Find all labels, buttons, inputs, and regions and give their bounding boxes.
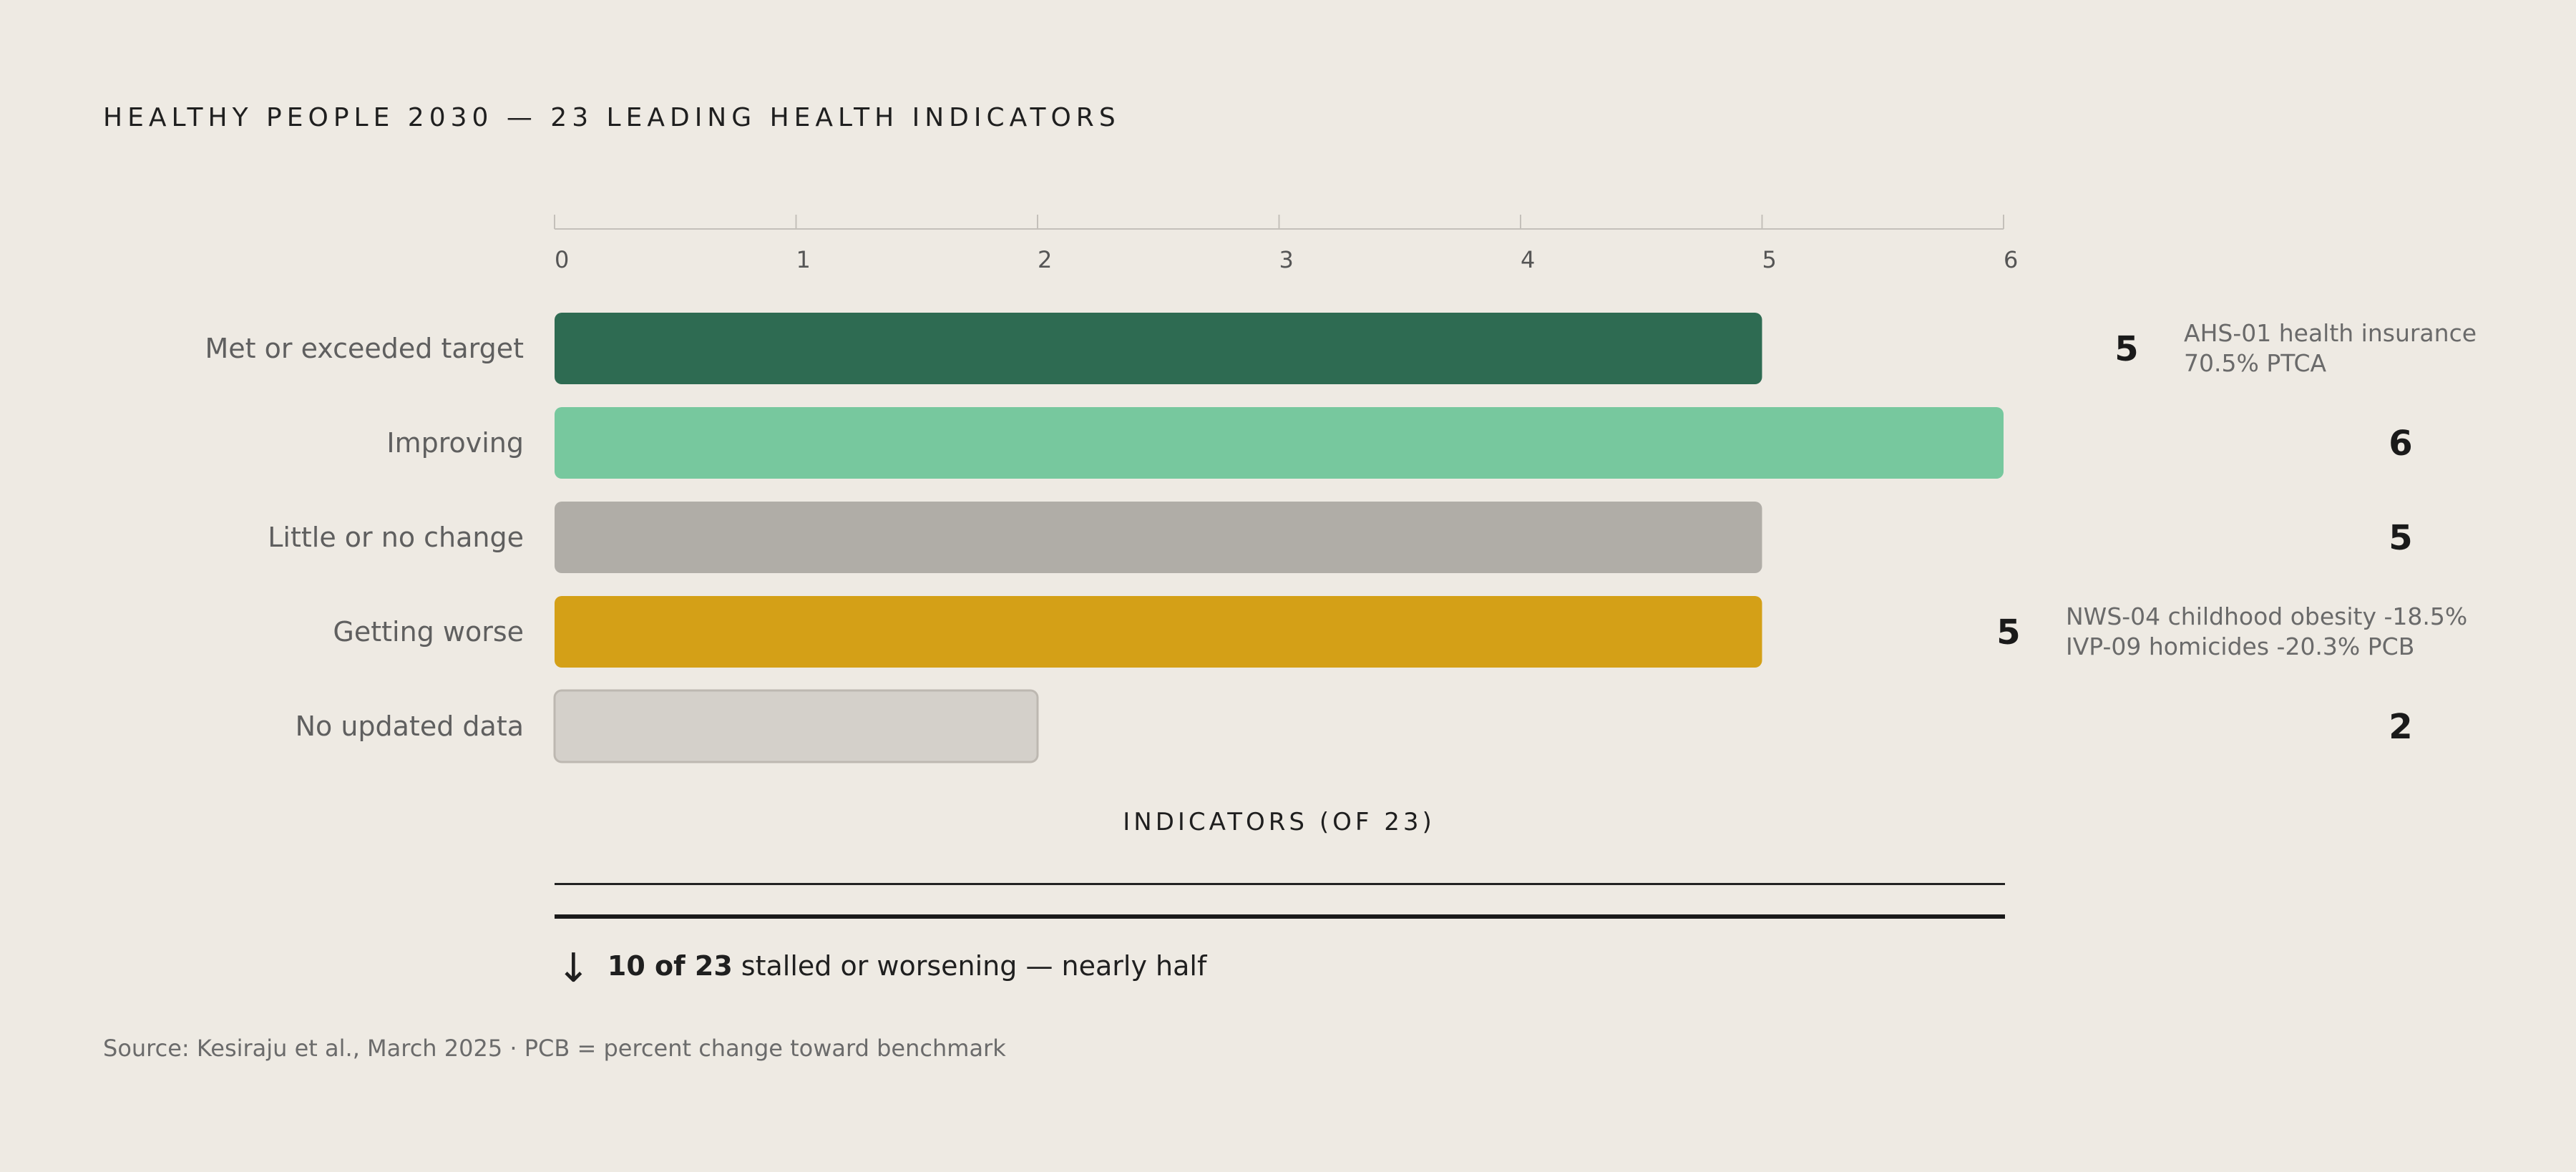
x-tick-label: 6	[2004, 246, 2018, 273]
value-label: 2	[2389, 707, 2412, 747]
annotation-line: AHS-01 health insurance	[2184, 319, 2477, 347]
category-label: Getting worse	[333, 616, 524, 648]
annotation-line: 70.5% PTCA	[2184, 349, 2326, 377]
down-arrow-icon: ↓	[557, 945, 590, 992]
bar	[555, 313, 1762, 384]
bar	[555, 596, 1762, 668]
value-label: 5	[1996, 612, 2020, 653]
callout-text: stalled or worsening — nearly half	[741, 950, 1207, 982]
value-label: 5	[2389, 518, 2412, 558]
category-label: Improving	[386, 427, 524, 459]
annotation: NWS-04 childhood obesity -18.5% IVP-09 ho…	[2066, 602, 2467, 660]
bar	[555, 502, 1762, 573]
x-tick-label: 3	[1279, 246, 1294, 273]
source-note: Source: Kesiraju et al., March 2025 · PC…	[103, 1035, 1006, 1062]
x-tick-label: 1	[796, 246, 811, 273]
annotation-line: NWS-04 childhood obesity -18.5%	[2066, 602, 2467, 630]
x-tick-label: 0	[555, 246, 569, 273]
annotation-line: IVP-09 homicides -20.3% PCB	[2066, 633, 2414, 660]
callout: ↓ 10 of 23 stalled or worsening — nearly…	[557, 945, 1207, 992]
bar	[553, 689, 1039, 763]
annotation: AHS-01 health insurance 70.5% PTCA	[2184, 319, 2477, 377]
value-label: 6	[2389, 424, 2412, 464]
divider-thick	[555, 914, 2005, 919]
x-tick-label: 4	[1521, 246, 1535, 273]
category-label: No updated data	[296, 710, 524, 742]
callout-emphasis: 10 of 23	[607, 950, 733, 982]
x-tick-label: 2	[1038, 246, 1052, 273]
category-label: Met or exceeded target	[205, 333, 524, 364]
x-axis-title: INDICATORS (OF 23)	[1123, 808, 1435, 836]
category-label: Little or no change	[268, 522, 524, 553]
bar	[555, 407, 2004, 479]
value-label: 5	[2114, 329, 2138, 369]
chart-title: HEALTHY PEOPLE 2030 — 23 LEADING HEALTH …	[103, 103, 1121, 132]
divider-thin	[555, 883, 2005, 885]
x-tick-label: 5	[1762, 246, 1777, 273]
